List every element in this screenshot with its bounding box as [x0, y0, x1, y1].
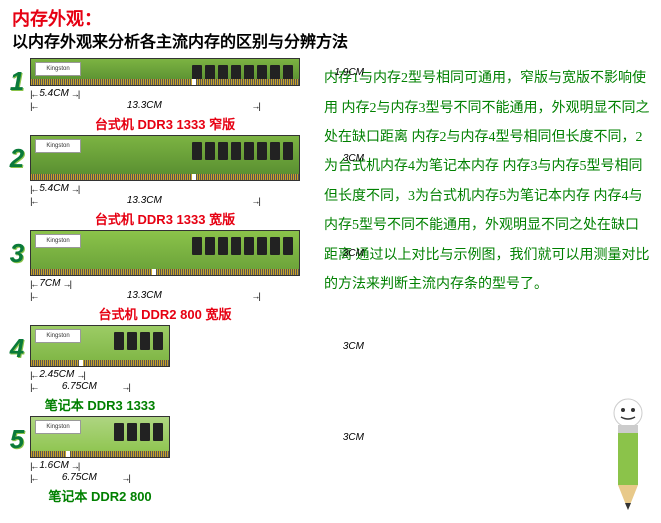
module-number: 5 — [4, 416, 30, 455]
module-row-4: 4 Kingston 3CM |←2.45CM→| |←6.75CM→| 笔记本… — [4, 325, 322, 414]
height-dimension: 1.9CM — [335, 58, 364, 86]
width-dimensions: |←1.6CM→| |←6.75CM→| — [30, 460, 322, 484]
height-dimension: 3CM — [343, 230, 364, 276]
ram-pins — [31, 269, 299, 275]
module-caption: 笔记本 DDR3 1333 — [30, 395, 170, 414]
ram-brand-label: Kingston — [35, 329, 81, 343]
width-dimensions: |←5.4CM→| |←13.3CM→| — [30, 183, 322, 207]
ram-chips — [192, 237, 293, 255]
ram-notch — [79, 360, 83, 366]
width-dimensions: |←7CM→| |←13.3CM→| — [30, 278, 322, 302]
ram-pins — [31, 79, 299, 85]
module-caption: 台式机 DDR3 1333 宽版 — [30, 209, 300, 228]
ram-pins — [31, 360, 169, 366]
ram-module-2: Kingston — [30, 135, 300, 181]
ram-notch — [192, 174, 196, 180]
modules-column: 1 Kingston 1.9CM |←5.4CM→| |←13.3CM→| 台式… — [4, 58, 322, 507]
ram-module-5: Kingston — [30, 416, 170, 458]
page-subtitle: 以内存外观来分析各主流内存的区别与分辨方法 — [12, 33, 649, 54]
module-row-3: 3 Kingston 3CM |←7CM→| |←13.3CM→| 台式机 DD… — [4, 230, 322, 323]
module-caption: 台式机 DDR2 800 宽版 — [30, 304, 300, 323]
ram-brand-label: Kingston — [35, 234, 81, 248]
height-dimension: 3CM — [343, 416, 364, 458]
description-line: 通过以上对比与示例图，我们就可以用测量对比的方法来判断主流内存条的型号了。 — [324, 248, 650, 292]
ram-module-3: Kingston — [30, 230, 300, 276]
module-number: 2 — [4, 135, 30, 174]
module-row-2: 2 Kingston 3CM |←5.4CM→| |←13.3CM→| 台式机 … — [4, 135, 322, 228]
module-caption: 笔记本 DDR2 800 — [30, 486, 170, 505]
module-number: 1 — [4, 58, 30, 97]
module-number: 3 — [4, 230, 30, 269]
ram-notch — [152, 269, 156, 275]
ram-brand-label: Kingston — [35, 62, 81, 76]
ram-notch — [66, 451, 70, 457]
ram-chips — [114, 332, 163, 350]
ram-pins — [31, 174, 299, 180]
ram-brand-label: Kingston — [35, 139, 81, 153]
module-caption: 台式机 DDR3 1333 窄版 — [30, 114, 300, 133]
module-row-1: 1 Kingston 1.9CM |←5.4CM→| |←13.3CM→| 台式… — [4, 58, 322, 133]
ram-notch — [192, 79, 196, 85]
pencil-decoration — [603, 395, 653, 515]
module-row-5: 5 Kingston 3CM |←1.6CM→| |←6.75CM→| 笔记本 … — [4, 416, 322, 505]
ram-module-1: Kingston — [30, 58, 300, 86]
module-number: 4 — [4, 325, 30, 364]
height-dimension: 3CM — [343, 325, 364, 367]
width-dimensions: |←5.4CM→| |←13.3CM→| — [30, 88, 322, 112]
page-title: 内存外观： — [12, 8, 649, 31]
height-dimension: 3CM — [343, 135, 364, 181]
ram-pins — [31, 451, 169, 457]
ram-chips — [114, 423, 163, 441]
ram-module-4: Kingston — [30, 325, 170, 367]
ram-chips — [192, 142, 293, 160]
width-dimensions: |←2.45CM→| |←6.75CM→| — [30, 369, 322, 393]
ram-brand-label: Kingston — [35, 420, 81, 434]
